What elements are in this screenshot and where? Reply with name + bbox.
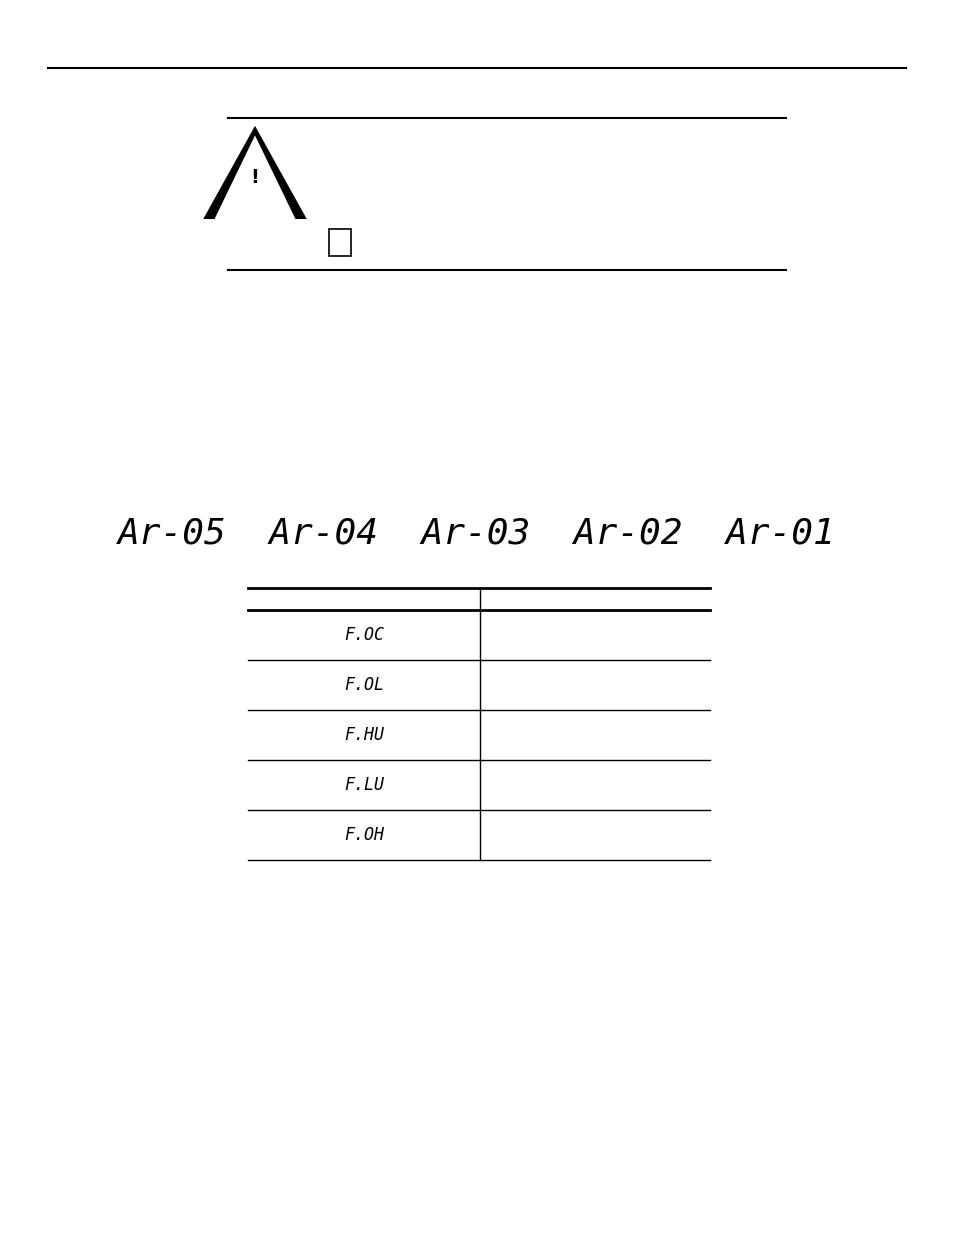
Text: F.LU: F.LU [344, 776, 384, 794]
Polygon shape [213, 136, 297, 224]
Text: !: ! [251, 168, 259, 188]
Text: F.OL: F.OL [344, 676, 384, 694]
Polygon shape [205, 128, 305, 219]
Text: F.OC: F.OC [344, 626, 384, 643]
Text: F.OH: F.OH [344, 826, 384, 844]
Text: F.HU: F.HU [344, 726, 384, 743]
Text: Ar-05  Ar-04  Ar-03  Ar-02  Ar-01: Ar-05 Ar-04 Ar-03 Ar-02 Ar-01 [118, 516, 835, 550]
